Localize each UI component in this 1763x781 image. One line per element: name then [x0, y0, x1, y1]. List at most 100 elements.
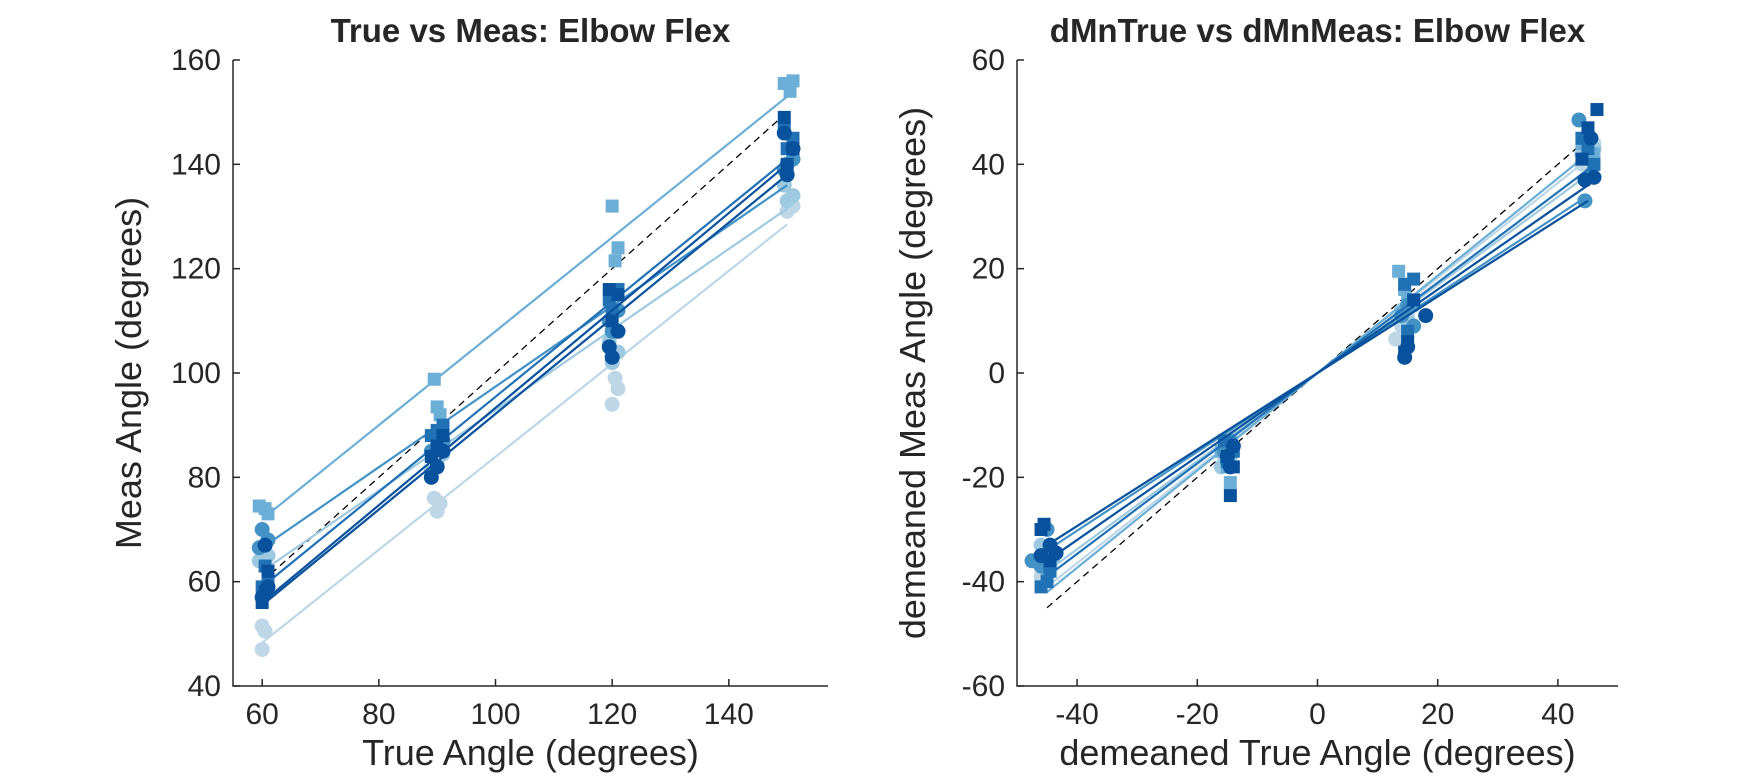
- right-chart-data-point: [1586, 169, 1602, 185]
- left-chart-data-point: [601, 339, 617, 355]
- right-chart-data-point: [1225, 438, 1241, 454]
- left-chart-fit-line: [261, 173, 788, 606]
- left-chart-data-point: [254, 641, 270, 657]
- left-chart-ticks: 60 80 100 120 140 40 60 80 100 120 140 160: [171, 44, 754, 731]
- left-chart-y-tick-label: 140: [171, 148, 221, 181]
- right-chart-data-point: [1388, 331, 1404, 347]
- left-chart-x-tick-label: 60: [245, 698, 278, 731]
- left-chart-series: [254, 125, 801, 606]
- right-chart-data-point: [1048, 545, 1064, 561]
- left-chart-data-point: [611, 241, 625, 255]
- right-chart-data-point: [1037, 517, 1051, 531]
- left-chart-y-tick-label: 60: [188, 566, 221, 599]
- left-chart-data-point: [604, 396, 620, 412]
- left-chart-data-point: [786, 74, 800, 88]
- right-chart-data-point: [1400, 339, 1416, 355]
- left-chart-data-point: [429, 459, 445, 475]
- right-chart-y-tick-label: -60: [962, 670, 1005, 703]
- left-chart-y-tick-label: 120: [171, 253, 221, 286]
- left-chart-x-tick-label: 140: [704, 698, 754, 731]
- left-chart-series: [254, 193, 801, 657]
- right-chart-x-tick-label: -40: [1055, 698, 1098, 731]
- left-chart-fit-line: [261, 158, 788, 588]
- left-chart-data-point: [783, 84, 797, 98]
- left-chart-data-point: [436, 429, 450, 443]
- left-chart-data-point: [779, 167, 795, 183]
- left-chart-data-point: [261, 564, 275, 578]
- left-chart-y-tick-label: 40: [188, 670, 221, 703]
- left-chart-data-point: [610, 323, 626, 339]
- left-chart-data-point: [776, 125, 792, 141]
- left-chart-y-axis-label: Meas Angle (degrees): [108, 197, 149, 549]
- left-chart-fit-line: [261, 163, 788, 604]
- right-chart-y-tick-label: -20: [962, 461, 1005, 494]
- right-chart-data-layer: [1024, 103, 1604, 609]
- left-chart-fit-line: [261, 95, 788, 520]
- right-chart-data-point: [1040, 575, 1054, 589]
- left-chart-x-tick-label: 80: [362, 698, 395, 731]
- left-chart-fit-line: [261, 223, 788, 644]
- right-chart-data-point: [1418, 308, 1434, 324]
- right-chart-data-point: [1043, 564, 1057, 578]
- right-chart-x-tick-label: 0: [1309, 698, 1326, 731]
- right-chart-data-point: [1587, 157, 1601, 171]
- left-chart-data-point: [261, 507, 275, 521]
- left-chart-x-axis-label: True Angle (degrees): [362, 732, 699, 773]
- right-chart-data-point: [1223, 489, 1237, 503]
- right-chart-data-point: [1401, 324, 1415, 338]
- right-chart-data-point: [1033, 548, 1049, 564]
- right-chart-y-tick-label: -40: [962, 566, 1005, 599]
- left-chart-data-point: [785, 141, 801, 157]
- right-chart-y-tick-label: 60: [972, 44, 1005, 77]
- left-chart-data-point: [436, 418, 450, 432]
- left-chart-data-layer: [251, 74, 801, 657]
- left-chart-identity-line: [261, 111, 788, 583]
- left-chart: 60 80 100 120 140 40 60 80 100 120 140 160 True vs …: [108, 12, 828, 773]
- left-chart-data-point: [426, 490, 442, 506]
- left-chart-title: True vs Meas: Elbow Flex: [331, 12, 731, 49]
- right-chart-y-tick-label: 20: [972, 253, 1005, 286]
- right-chart-x-tick-label: 40: [1541, 698, 1574, 731]
- left-chart-data-point: [605, 199, 619, 213]
- right-chart-ticks: -40 -20 0 20 40 -60 -40 -20 0 20 40 60: [962, 44, 1575, 731]
- right-chart-fit-line: [1046, 199, 1589, 547]
- left-chart-data-point: [780, 157, 794, 171]
- left-chart-data-point: [777, 110, 791, 124]
- right-chart-data-point: [1223, 476, 1237, 490]
- right-chart-x-tick-label: -20: [1176, 698, 1219, 731]
- left-chart-data-point: [424, 449, 438, 463]
- left-chart-y-tick-label: 100: [171, 357, 221, 390]
- right-chart-data-point: [1583, 130, 1599, 146]
- left-chart-data-point: [260, 579, 276, 595]
- right-chart-y-tick-label: 40: [972, 148, 1005, 181]
- left-chart-data-point: [605, 314, 619, 328]
- right-chart-y-tick-label: 0: [988, 357, 1005, 390]
- right-chart-data-point: [1590, 103, 1604, 117]
- right-chart-series: [1033, 130, 1602, 564]
- left-chart-series: [252, 74, 800, 521]
- left-chart-x-tick-label: 120: [587, 698, 637, 731]
- left-chart-data-point: [785, 188, 801, 204]
- right-chart: -40 -20 0 20 40 -60 -40 -20 0 20 40 60 dMnTrue vs d…: [892, 12, 1618, 773]
- right-chart-x-axis-label: demeaned True Angle (degrees): [1059, 732, 1575, 773]
- right-chart-y-axis-label: demeaned Meas Angle (degrees): [892, 107, 933, 639]
- left-chart-x-tick-label: 100: [470, 698, 520, 731]
- right-chart-x-tick-label: 20: [1421, 698, 1454, 731]
- left-chart-data-point: [433, 408, 447, 422]
- left-chart-data-point: [427, 372, 441, 386]
- left-chart-data-point: [257, 537, 273, 553]
- right-chart-data-point: [1575, 152, 1589, 166]
- left-chart-data-point: [435, 443, 451, 459]
- left-chart-data-point: [608, 254, 622, 268]
- left-chart-data-point: [607, 370, 623, 386]
- left-chart-y-tick-label: 80: [188, 461, 221, 494]
- right-chart-title: dMnTrue vs dMnMeas: Elbow Flex: [1050, 12, 1586, 49]
- left-chart-y-tick-label: 160: [171, 44, 221, 77]
- right-chart-data-point: [1392, 264, 1406, 278]
- left-chart-data-point: [611, 288, 625, 302]
- right-chart-data-point: [1407, 293, 1421, 307]
- left-chart-data-point: [254, 618, 270, 634]
- right-chart-data-point: [1407, 272, 1421, 286]
